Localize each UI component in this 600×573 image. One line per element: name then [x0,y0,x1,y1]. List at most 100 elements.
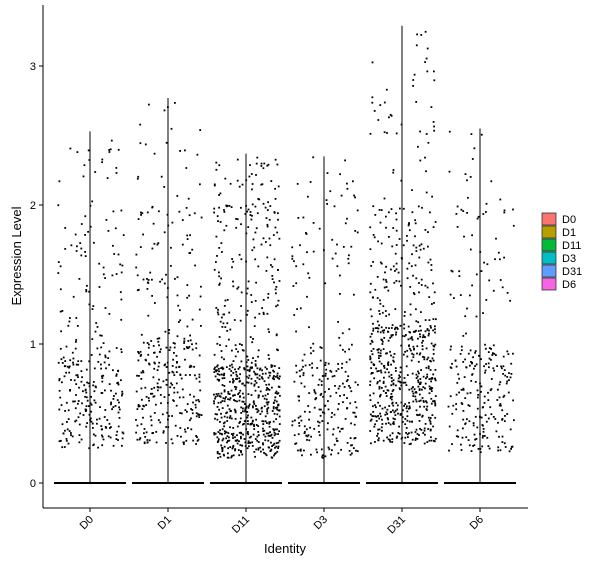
data-point [89,402,92,405]
data-point [334,385,336,387]
data-point [317,424,320,427]
data-point [412,292,415,294]
data-point [344,350,346,353]
data-point [420,369,422,371]
data-point [341,332,344,335]
data-point [220,277,222,280]
data-point [185,167,188,169]
data-point [347,262,350,265]
data-point [506,380,509,383]
data-point [196,153,199,156]
data-point [58,180,61,183]
x-tick-label: D11 [230,514,252,536]
data-point [269,431,271,433]
data-point [225,437,228,440]
data-point [273,258,276,261]
data-point [99,406,101,408]
data-point [147,346,150,349]
data-point [302,365,304,368]
data-point [213,433,216,436]
data-point [264,372,267,375]
data-point [434,325,436,328]
data-point [105,427,108,429]
data-point [74,347,77,350]
data-point [264,415,267,418]
data-point [64,365,67,367]
data-point [254,231,257,234]
data-point [238,253,241,256]
data-point [220,412,222,415]
data-point [434,395,437,397]
data-point [377,415,379,417]
data-point [458,270,461,273]
data-point [294,419,296,422]
legend-swatch [541,251,557,265]
data-point [324,374,327,377]
data-point [403,405,405,407]
y-axis-title: Expression Level [9,206,24,305]
data-point [232,454,235,457]
data-point [418,282,420,284]
data-point [237,350,239,353]
data-point [117,439,119,441]
data-point [173,374,176,376]
data-point [303,449,305,452]
data-point [217,456,219,459]
data-point [159,386,162,389]
data-point [257,396,260,399]
data-point [337,408,339,411]
data-point [388,375,391,378]
data-point [100,425,103,427]
data-point [428,385,431,388]
data-point [422,432,425,434]
data-point [114,405,117,407]
data-point [172,342,175,344]
data-point [234,448,237,450]
data-point [267,439,270,442]
data-point [432,353,435,355]
data-point [507,353,510,355]
data-point [393,423,395,425]
data-point [455,213,458,215]
data-point [415,428,418,431]
data-point [96,418,98,421]
data-point [69,359,72,362]
data-point [93,241,95,244]
data-point [91,338,94,340]
data-point [57,261,60,263]
data-point [393,360,395,363]
data-point [426,373,429,376]
data-point [163,396,166,398]
data-point [482,435,484,437]
data-point [86,399,89,402]
data-point [400,344,403,347]
data-point [186,234,189,237]
data-point [320,384,323,386]
data-point [89,225,92,228]
data-point [291,255,294,258]
data-point [487,399,490,401]
data-point [462,335,465,337]
data-point [223,425,225,428]
data-point [395,370,397,372]
data-point [352,180,354,183]
data-point [412,85,414,87]
data-point [512,224,515,227]
data-point [473,444,476,447]
data-point [421,397,424,399]
data-point [253,325,256,327]
data-point [226,441,228,444]
data-point [116,382,119,385]
data-point [390,114,393,117]
data-point [387,418,389,421]
data-point [110,389,112,392]
data-point [502,355,505,358]
data-point [108,151,111,153]
data-point [469,176,472,178]
data-point [395,132,398,135]
data-point [385,395,388,397]
data-point [230,456,233,459]
data-point [345,361,348,364]
data-point [482,213,485,215]
data-point [218,379,221,381]
